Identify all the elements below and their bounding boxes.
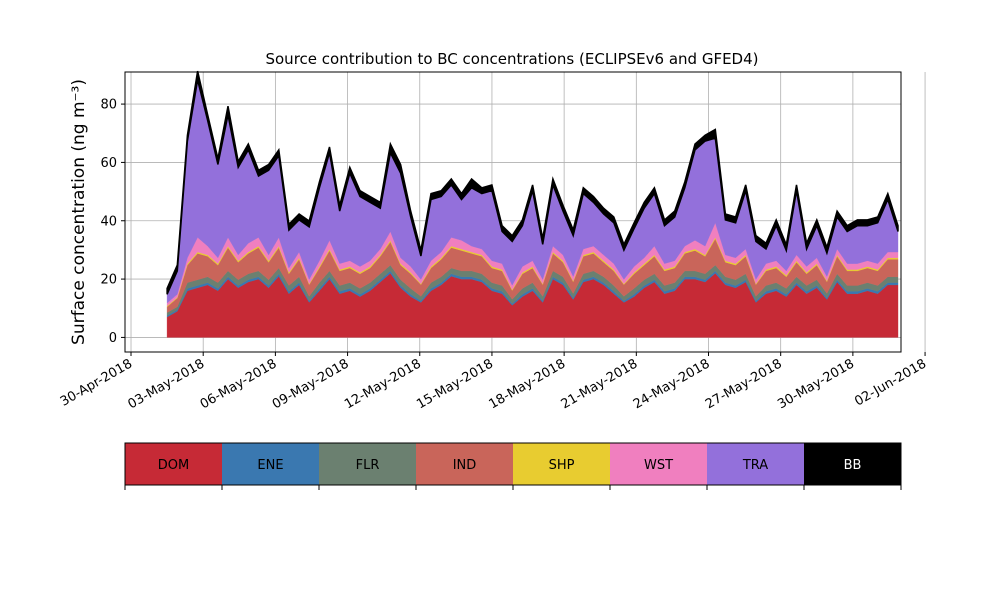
legend-swatch-flr [319,443,416,485]
legend-swatch-shp [513,443,610,485]
y-tick-label: 20 [100,273,117,288]
y-axis-label: Surface concentration (ng m⁻³) [69,79,89,345]
legend-label-flr: FLR [356,458,380,473]
legend-label-ind: IND [453,458,477,473]
legend-swatch-tra [707,443,804,485]
y-tick-label: 0 [109,331,117,346]
legend-label-tra: TRA [742,458,768,473]
legend-label-dom: DOM [158,458,189,473]
legend-swatch-wst [610,443,707,485]
plot-frame [124,71,902,353]
chart-title: Source contribution to BC concentrations… [265,50,758,68]
legend-label-bb: BB [844,458,862,473]
legend-label-ene: ENE [257,458,283,473]
y-axis-ticks: 0 20 40 60 80 [100,98,125,346]
legend-swatch-bb [804,443,901,485]
y-tick-label: 60 [100,156,117,171]
legend-swatch-dom [125,443,222,485]
area-series [166,70,899,338]
legend-swatch-ind [416,443,513,485]
y-tick-label: 40 [100,214,117,229]
area-bb [166,70,899,295]
legend-label-shp: SHP [549,458,575,473]
legend-swatch-ene [222,443,319,485]
legend-label-wst: WST [644,458,673,473]
y-tick-label: 80 [100,98,117,113]
legend: DOM ENE FLR IND SHP WST TRA BB [124,442,902,490]
